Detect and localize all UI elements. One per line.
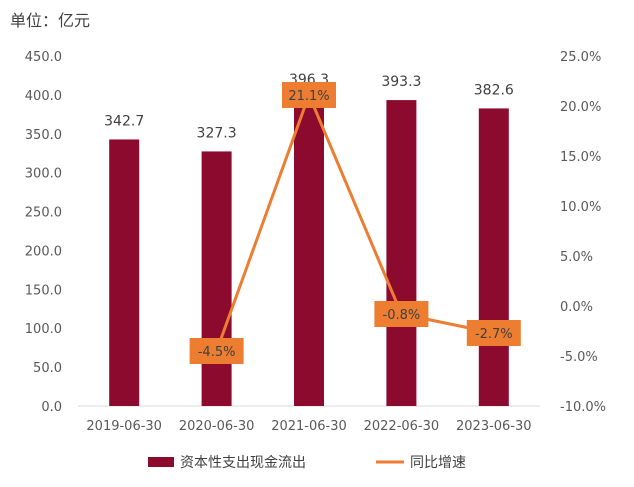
x-tick-label: 2020-06-30: [179, 419, 255, 434]
legend: 资本性支出现金流出 同比增速: [148, 455, 466, 471]
bar-data-label: 382.6: [474, 82, 514, 98]
line-point-label-box: [374, 301, 429, 327]
left-axis-ticks: 0.0 50.0 100.0 150.0 200.0 250.0 300.0 350.0 400…: [25, 50, 62, 415]
line-data-label: -4.5%: [198, 345, 236, 360]
growth-line: [215, 93, 495, 352]
right-tick-label: 0.0%: [560, 300, 593, 315]
line-point-label-box: [466, 320, 521, 346]
bar-data-label: 393.3: [381, 74, 421, 90]
right-tick-label: -10.0%: [560, 400, 606, 415]
x-tick-label: 2021-06-30: [271, 419, 347, 434]
left-tick-label: 350.0: [25, 128, 62, 143]
line-point-label-box: [282, 82, 336, 108]
legend-swatch-bar: [148, 457, 174, 467]
left-tick-label: 150.0: [25, 283, 62, 298]
line-data-label: -0.8%: [383, 308, 421, 323]
x-axis-ticks: 2019-06-30 2020-06-30 2021-06-30 2022-06-30…: [86, 419, 531, 434]
left-tick-label: 200.0: [25, 244, 62, 259]
left-tick-label: 100.0: [25, 322, 62, 337]
bar: [294, 97, 324, 407]
line-point-label-box: [189, 338, 244, 364]
bar: [109, 139, 140, 406]
right-tick-label: 25.0%: [560, 50, 601, 65]
right-tick-label: 5.0%: [560, 250, 593, 265]
right-tick-label: 10.0%: [560, 200, 601, 215]
bar-series: [109, 97, 509, 407]
legend-label-bar: 资本性支出现金流出: [180, 455, 306, 471]
left-tick-label: 300.0: [25, 167, 62, 182]
line-data-label: 21.1%: [288, 89, 329, 104]
right-axis-ticks: -10.0% -5.0% 0.0% 5.0% 10.0% 15.0% 20.0% 25.0%: [560, 50, 606, 415]
bar-data-label: 342.7: [104, 113, 144, 129]
line-series: -4.5% 21.1% -0.8% -2.7%: [189, 82, 521, 364]
bar: [201, 151, 232, 406]
bar: [386, 100, 417, 406]
left-tick-label: 400.0: [25, 89, 62, 104]
x-tick-label: 2022-06-30: [364, 419, 440, 434]
right-tick-label: 20.0%: [560, 100, 601, 115]
line-data-label: -2.7%: [475, 327, 513, 342]
bar: [478, 108, 509, 406]
unit-label: 单位：亿元: [10, 11, 90, 30]
left-tick-label: 0.0: [41, 400, 62, 415]
right-tick-label: -5.0%: [560, 350, 598, 365]
left-tick-label: 50.0: [33, 361, 62, 376]
left-tick-label: 250.0: [25, 206, 62, 221]
x-tick-label: 2023-06-30: [456, 419, 532, 434]
x-tick-label: 2019-06-30: [86, 419, 162, 434]
bar-data-label: 327.3: [197, 125, 237, 141]
legend-label-line: 同比增速: [410, 455, 466, 471]
left-tick-label: 450.0: [25, 50, 62, 65]
right-tick-label: 15.0%: [560, 150, 601, 165]
